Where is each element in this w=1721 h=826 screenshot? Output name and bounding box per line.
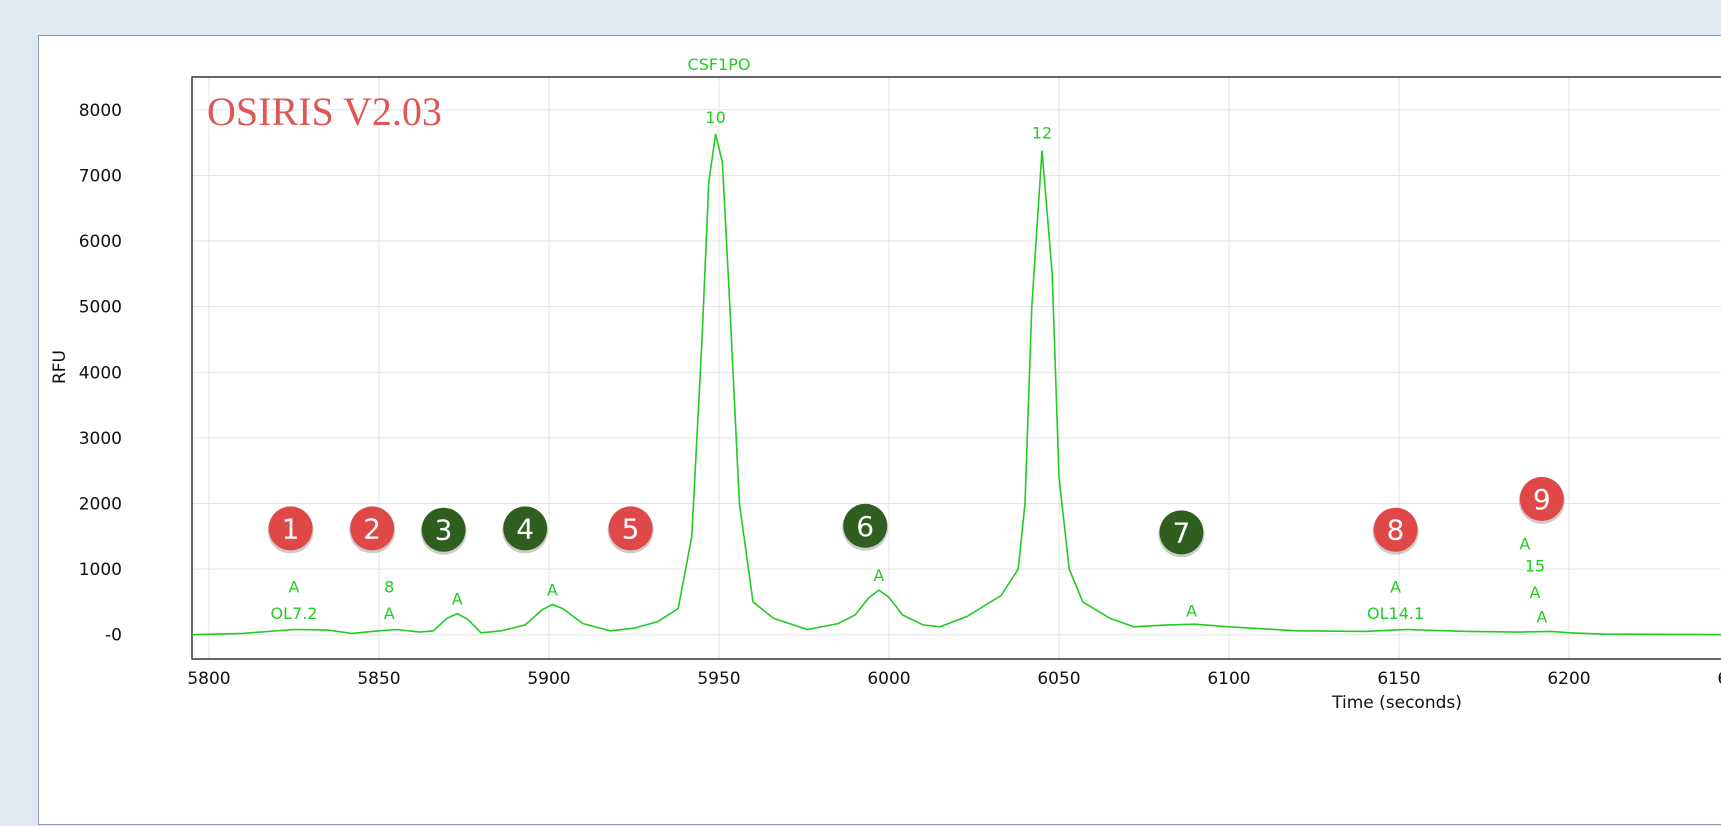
grid (192, 77, 1721, 659)
peak-label: OL14.1 (1367, 604, 1424, 623)
badge-number: 5 (622, 512, 640, 545)
x-tick-label: 5900 (527, 669, 570, 689)
badge-number: 9 (1533, 483, 1551, 516)
peak-label: A (452, 590, 463, 609)
x-tick-label: 5850 (357, 669, 400, 689)
peak-label: 15 (1525, 557, 1545, 576)
y-tick-label: -0 (105, 626, 122, 646)
peak-label: A (1519, 534, 1530, 553)
badge-8: 8 (1372, 507, 1419, 555)
y-axis-label: RFU (50, 350, 70, 384)
peak-label: A (1390, 578, 1401, 597)
badge-number: 6 (856, 510, 874, 543)
y-tick-label: 8000 (79, 101, 122, 121)
badge-1: 1 (267, 506, 314, 554)
peak-label: A (873, 566, 884, 585)
badge-circle (1373, 507, 1418, 552)
y-tick-label: 6000 (79, 232, 122, 252)
plot-frame (191, 76, 1721, 660)
badge-2: 2 (349, 506, 396, 554)
peak-label: A (1530, 583, 1541, 602)
x-tick-label: 6250 (1717, 669, 1721, 689)
watermark: OSIRIS V2.03 (207, 89, 442, 134)
x-tick-label: 6100 (1207, 669, 1250, 689)
badge-6: 6 (842, 503, 889, 551)
electropherogram-chart: OSIRIS V2.03 CSF1PO -0 1000 2000 3000 4000 50… (50, 55, 1721, 713)
peak-label: A (1186, 601, 1197, 620)
x-axis-label: Time (seconds) (1331, 693, 1462, 713)
peak-label: A (547, 580, 558, 599)
x-tick-label: 6000 (867, 669, 910, 689)
badge-circle (268, 506, 313, 551)
y-axis-ticks: -0 1000 2000 3000 4000 5000 6000 7000 8000 (79, 101, 122, 646)
x-axis-ticks: 5800 5850 5900 5950 6000 6050 6100 6150 6200 6250 (187, 669, 1721, 689)
x-tick-label: 6050 (1037, 669, 1080, 689)
badge-circle (421, 507, 466, 552)
badge-number: 2 (363, 512, 381, 545)
y-tick-label: 7000 (79, 166, 122, 186)
badge-number: 8 (1387, 514, 1405, 547)
x-tick-label: 6200 (1547, 669, 1590, 689)
badge-number: 4 (516, 512, 534, 545)
badge-5: 5 (607, 506, 654, 554)
x-tick-label: 5800 (187, 669, 230, 689)
y-tick-label: 2000 (79, 494, 122, 514)
peak-label: 12 (1032, 124, 1052, 143)
peak-label: A (1536, 607, 1547, 626)
badge-3: 3 (420, 507, 467, 555)
peak-label: 8 (384, 578, 394, 597)
x-tick-label: 5950 (697, 669, 740, 689)
peak-label: A (289, 578, 300, 597)
badge-circle (350, 506, 395, 551)
plot-panel: OSIRIS V2.03 CSF1PO -0 1000 2000 3000 4000 50… (38, 35, 1721, 825)
chart-title: CSF1PO (688, 55, 751, 74)
badge-circle (608, 506, 653, 551)
series-trace-line (191, 133, 1721, 636)
badge-circle (503, 506, 548, 551)
y-tick-label: 3000 (79, 429, 122, 449)
y-tick-label: 4000 (79, 363, 122, 383)
x-tick-label: 6150 (1377, 669, 1420, 689)
badge-number: 1 (282, 512, 300, 545)
badge-circle (1519, 476, 1564, 521)
y-tick-label: 5000 (79, 298, 122, 318)
badge-number: 3 (435, 514, 453, 547)
badge-7: 7 (1158, 510, 1205, 558)
badge-9: 9 (1518, 476, 1565, 524)
badge-circle (1159, 510, 1204, 555)
badge-circle (843, 503, 888, 548)
artifact-badges: 1 2 3 4 5 6 7 8 9 (267, 476, 1565, 558)
peak-label: OL7.2 (271, 604, 318, 623)
badge-4: 4 (502, 506, 549, 554)
peak-label: 10 (705, 108, 725, 127)
peak-label: A (384, 604, 395, 623)
y-tick-label: 1000 (79, 560, 122, 580)
badge-number: 7 (1172, 516, 1190, 549)
